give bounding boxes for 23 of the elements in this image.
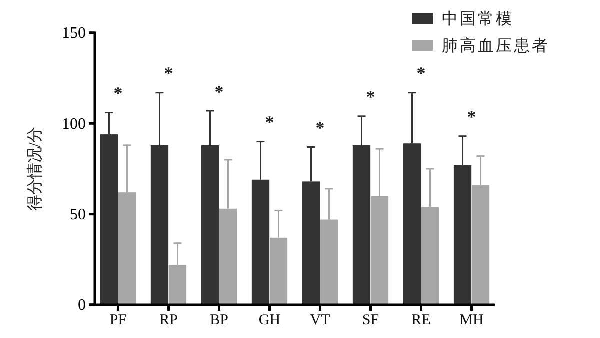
y-axis-title: 得分情况/分	[26, 126, 44, 212]
annotation: *	[265, 112, 274, 133]
legend-label: 中国常模	[442, 10, 514, 28]
y-tick-label: 100	[62, 116, 86, 133]
x-tick-label: RE	[412, 312, 431, 329]
annotation: *	[366, 87, 376, 108]
x-tick-label: BP	[210, 312, 228, 329]
annotation: *	[467, 107, 476, 128]
y-tick-label: 50	[70, 206, 86, 224]
x-tick-label: VT	[310, 312, 330, 329]
annotation: *	[114, 84, 123, 104]
annotation: *	[214, 82, 224, 102]
legend-label: 肺高血压患者	[442, 37, 550, 55]
y-tick-label: 150	[62, 25, 86, 42]
x-tick-label: PF	[110, 312, 127, 329]
annotation: *	[316, 118, 325, 138]
x-tick-label: GH	[258, 312, 281, 329]
x-tick-label: MH	[460, 312, 484, 329]
x-tick-label: SF	[362, 312, 380, 329]
x-tick-label: RP	[160, 312, 178, 329]
annotation: *	[416, 64, 426, 84]
y-tick-label: 0	[78, 297, 86, 314]
annotation: *	[164, 64, 174, 84]
